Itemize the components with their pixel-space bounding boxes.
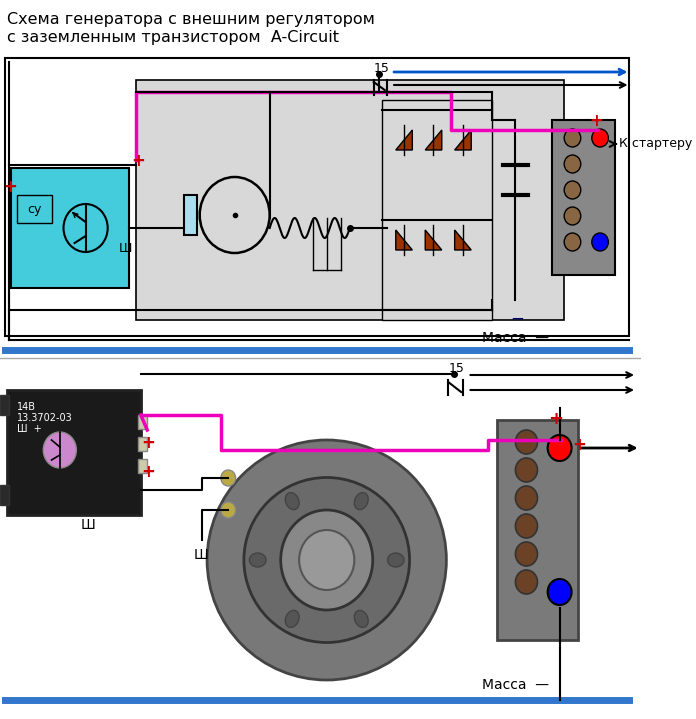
Circle shape [516, 430, 537, 454]
Bar [138, 437, 148, 451]
Ellipse shape [354, 493, 368, 510]
Circle shape [548, 579, 571, 605]
Circle shape [516, 570, 537, 594]
Bar [11, 168, 129, 288]
Bar [17, 195, 52, 223]
Circle shape [516, 514, 537, 538]
Ellipse shape [207, 440, 446, 680]
Text: 15: 15 [448, 362, 464, 375]
Circle shape [516, 486, 537, 510]
Circle shape [516, 458, 537, 482]
Circle shape [592, 233, 608, 251]
Ellipse shape [249, 553, 266, 567]
Circle shape [221, 470, 236, 486]
Bar [497, 420, 578, 640]
Text: +: + [3, 178, 17, 196]
Circle shape [548, 435, 571, 461]
Bar [8, 390, 141, 515]
Text: Масса  —: Масса — [482, 331, 549, 345]
Text: Ш  +: Ш + [17, 424, 41, 434]
Text: 15: 15 [374, 62, 390, 75]
Text: Схема генератора с внешним регулятором: Схема генератора с внешним регулятором [8, 12, 375, 27]
Circle shape [280, 510, 373, 610]
Text: К стартеру: К стартеру [619, 137, 693, 150]
Circle shape [221, 502, 236, 518]
Text: +: + [141, 463, 155, 481]
Polygon shape [454, 130, 471, 150]
Bar [136, 80, 564, 320]
Circle shape [564, 129, 580, 147]
Text: +: + [132, 152, 145, 170]
Text: с заземленным транзистором  A-Circuit: с заземленным транзистором A-Circuit [8, 30, 340, 45]
Polygon shape [425, 230, 442, 250]
Bar [0, 485, 9, 505]
Text: Масса  —: Масса — [482, 678, 549, 692]
Text: +: + [141, 434, 155, 452]
Polygon shape [454, 230, 471, 250]
Ellipse shape [354, 610, 368, 628]
Circle shape [564, 233, 580, 251]
Circle shape [564, 207, 580, 225]
Circle shape [299, 530, 354, 590]
Polygon shape [396, 230, 412, 250]
Bar [5, 58, 628, 336]
Text: Ш: Ш [193, 548, 208, 562]
Ellipse shape [244, 477, 409, 643]
Bar [138, 459, 148, 473]
Text: Ш: Ш [81, 518, 96, 532]
Ellipse shape [285, 610, 299, 628]
Bar [138, 415, 148, 429]
Bar [382, 100, 492, 320]
Polygon shape [396, 130, 412, 150]
Text: −: − [510, 310, 524, 328]
Text: 14В: 14В [17, 402, 35, 412]
Ellipse shape [285, 493, 299, 510]
Bar [0, 395, 9, 415]
Text: Ш: Ш [118, 242, 132, 255]
Circle shape [43, 432, 77, 468]
Text: +: + [573, 436, 586, 454]
Text: +: + [590, 112, 603, 130]
Text: +: + [548, 410, 563, 428]
Bar [184, 195, 197, 235]
Bar [0, 360, 640, 715]
Text: су: су [27, 203, 41, 216]
Circle shape [592, 129, 608, 147]
Polygon shape [425, 130, 442, 150]
Circle shape [516, 542, 537, 566]
Text: 13.3702-03: 13.3702-03 [17, 413, 72, 423]
Bar [552, 120, 615, 275]
Circle shape [564, 155, 580, 173]
Ellipse shape [388, 553, 404, 567]
Circle shape [564, 181, 580, 199]
